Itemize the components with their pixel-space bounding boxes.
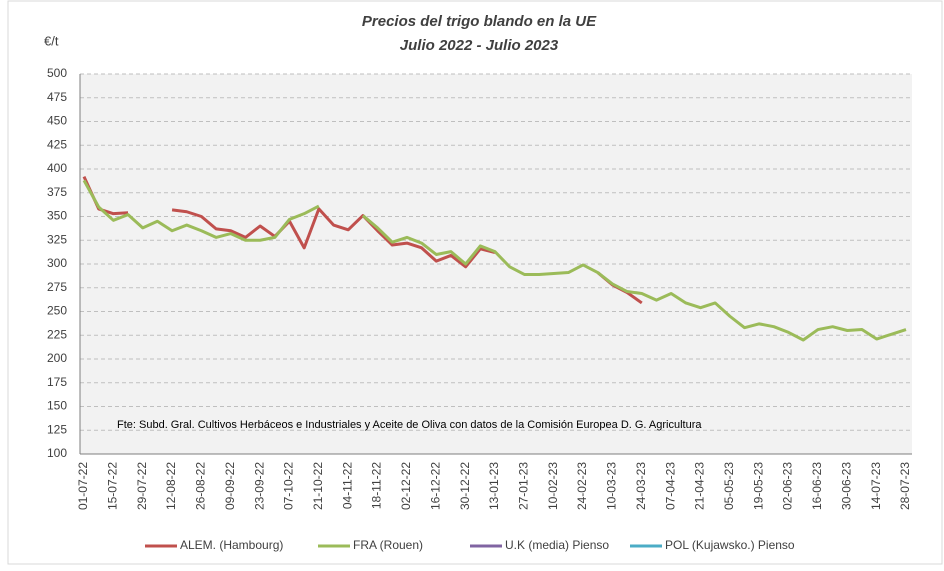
x-tick-label: 01-07-22 <box>76 462 90 510</box>
y-tick-label: 200 <box>47 351 67 365</box>
y-tick-label: 225 <box>47 327 67 341</box>
x-tick-label: 29-07-22 <box>135 462 149 510</box>
x-tick-label: 04-11-22 <box>340 462 354 509</box>
chart-title: Precios del trigo blando en la UE <box>362 13 597 30</box>
x-tick-label: 21-04-23 <box>693 462 707 510</box>
x-tick-label: 13-01-23 <box>487 462 501 510</box>
x-tick-label: 16-06-23 <box>810 462 824 510</box>
y-tick-label: 500 <box>47 66 67 80</box>
legend-label: ALEM. (Hambourg) <box>180 538 283 552</box>
legend-label: FRA (Rouen) <box>353 538 423 552</box>
y-tick-label: 475 <box>47 90 67 104</box>
y-tick-label: 250 <box>47 304 67 318</box>
series-line <box>361 214 907 342</box>
x-tick-label: 27-01-23 <box>517 462 531 510</box>
series-line <box>82 179 320 242</box>
y-tick-label: 125 <box>47 422 67 436</box>
y-axis-label: €/t <box>44 33 59 48</box>
y-tick-label: 375 <box>47 185 67 199</box>
series-line <box>171 207 496 269</box>
y-tick-label: 350 <box>47 209 67 223</box>
x-tick-label: 30-06-23 <box>839 462 853 510</box>
x-tick-label: 26-08-22 <box>194 462 208 510</box>
x-tick-label: 14-07-23 <box>869 462 883 510</box>
x-tick-label: 18-11-22 <box>370 462 384 509</box>
x-tick-label: 02-06-23 <box>781 462 795 510</box>
x-tick-label: 07-04-23 <box>663 462 677 510</box>
x-tick-label: 12-08-22 <box>164 462 178 510</box>
y-tick-label: 450 <box>47 114 67 128</box>
x-tick-label: 28-07-23 <box>898 462 912 510</box>
x-tick-label: 15-07-22 <box>106 462 120 510</box>
legend-label: POL (Kujawsko.) Pienso <box>665 538 795 552</box>
y-tick-label: 325 <box>47 232 67 246</box>
x-tick-label: 24-02-23 <box>575 462 589 510</box>
x-tick-label: 02-12-22 <box>399 462 413 510</box>
x-tick-label: 10-03-23 <box>605 462 619 510</box>
x-tick-label: 19-05-23 <box>751 462 765 510</box>
y-tick-label: 400 <box>47 161 67 175</box>
source-note: Fte: Subd. Gral. Cultivos Herbáceos e In… <box>117 419 702 431</box>
x-tick-label: 16-12-22 <box>428 462 442 510</box>
y-tick-label: 275 <box>47 280 67 294</box>
y-tick-label: 100 <box>47 446 67 460</box>
x-tick-label: 09-09-22 <box>223 462 237 510</box>
x-tick-label: 05-05-23 <box>722 462 736 510</box>
legend-label: U.K (media) Pienso <box>505 538 609 552</box>
x-tick-label: 23-09-22 <box>252 462 266 510</box>
x-tick-label: 24-03-23 <box>634 462 648 510</box>
x-tick-label: 10-02-23 <box>546 462 560 510</box>
x-tick-label: 21-10-22 <box>311 462 325 510</box>
y-tick-label: 425 <box>47 137 67 151</box>
y-tick-label: 150 <box>47 399 67 413</box>
chart-subtitle: Julio 2022 - Julio 2023 <box>400 37 559 54</box>
x-tick-label: 07-10-22 <box>282 462 296 510</box>
y-tick-label: 300 <box>47 256 67 270</box>
y-tick-label: 175 <box>47 375 67 389</box>
x-tick-label: 30-12-22 <box>458 462 472 510</box>
